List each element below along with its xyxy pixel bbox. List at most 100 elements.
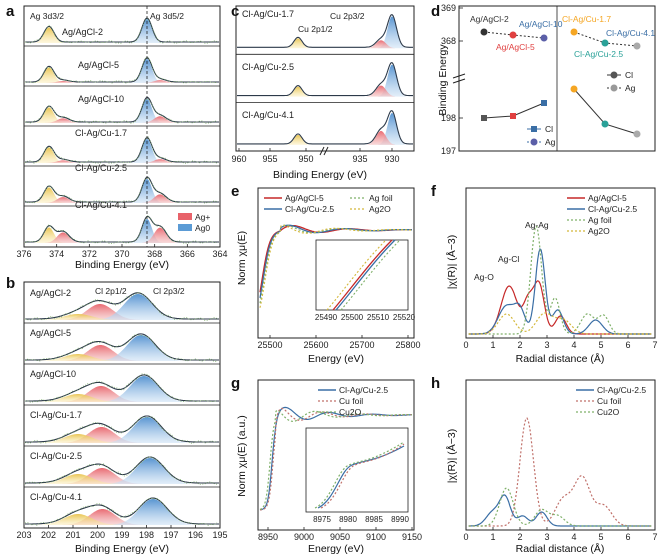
a-raw-data <box>24 98 218 124</box>
f-series-line <box>468 312 652 335</box>
a-fit-component <box>31 147 67 163</box>
d-label-agagcl2: Ag/AgCl-2 <box>470 14 509 24</box>
d-legend-left: Cl Ag <box>527 124 556 147</box>
c-fit-component <box>284 86 312 97</box>
h-series-line <box>468 494 652 527</box>
d-legend-left-ag: Ag <box>545 137 556 147</box>
d-label-agagcl10: Ag/AgCl-10 <box>519 19 563 29</box>
panel-letter-c: c <box>231 3 240 20</box>
a-fit-component <box>45 197 81 203</box>
f-tick-label: 5 <box>598 340 603 350</box>
a-sample-2: Ag/AgCl-10 <box>78 94 124 104</box>
b-sample-5: Cl-Ag/Cu-4.1 <box>30 492 82 502</box>
panel-c: Cl-Ag/Cu-1.7 Cl-Ag/Cu-2.5 Cl-Ag/Cu-4.1 C… <box>231 5 415 181</box>
e-legend-1: Cl-Ag/Cu-2.5 <box>285 204 334 214</box>
c-tick-label: 955 <box>262 154 277 164</box>
a-tick-label: 370 <box>114 249 129 259</box>
e-tick-label: 25600 <box>303 340 328 350</box>
a-tick-label: 364 <box>212 249 227 259</box>
e-series-line <box>259 225 412 308</box>
a-raw-data <box>24 18 218 44</box>
a-fit-component <box>45 232 81 243</box>
e-legend-2: Ag foil <box>369 193 393 203</box>
b-fit-component <box>38 434 118 443</box>
e-tick-label: 25500 <box>257 340 282 350</box>
c-sample-2: Cl-Ag/Cu-4.1 <box>242 110 294 120</box>
a-sample-1: Ag/AgCl-5 <box>78 60 119 70</box>
a-envelope-line <box>25 17 219 43</box>
a-fit-component <box>31 227 67 243</box>
panel-letter-f: f <box>431 183 436 200</box>
d-right-ag-point <box>601 39 609 47</box>
a-legend-ag-zero: Ag0 <box>195 223 210 233</box>
c-label-cu2p32: Cu 2p3/2 <box>330 11 365 21</box>
f-tick-label: 4 <box>571 340 576 350</box>
h-tick-label: 7 <box>652 532 657 542</box>
a-raw-data <box>24 56 218 84</box>
d-label-clagcu25: Cl-Ag/Cu-2.5 <box>574 49 623 59</box>
a-fit-component <box>45 118 81 123</box>
a-fit-component <box>142 80 178 83</box>
a-fit-component <box>31 27 67 43</box>
b-fit-component <box>38 354 118 361</box>
e-legend-0: Ag/AgCl-5 <box>285 193 324 203</box>
a-fit-component <box>31 67 67 83</box>
b-fit-component <box>110 458 190 484</box>
b-tick-label: 197 <box>163 530 178 540</box>
e-inset-tick-label: 25490 <box>315 313 338 322</box>
d-left-cl-point <box>541 100 547 106</box>
g-legend-2: Cu2O <box>339 407 362 417</box>
b-fit-component <box>107 417 187 443</box>
h-series-line <box>468 417 652 527</box>
c-xlabel: Binding Energy (eV) <box>273 169 367 181</box>
b-envelope-line <box>25 292 219 320</box>
panel-letter-g: g <box>231 375 241 392</box>
g-legend-1: Cu foil <box>339 396 363 406</box>
h-tick-label: 4 <box>571 532 576 542</box>
c-axis-break <box>319 146 329 156</box>
b-envelope-line <box>25 456 219 484</box>
a-sample-4: Cl-Ag/Cu-2.5 <box>75 163 127 173</box>
panel-letter-b: b <box>6 275 16 292</box>
h-tick-label: 3 <box>544 532 549 542</box>
e-ylabel: Norm χμ(E) <box>236 231 248 285</box>
d-axis-break <box>452 73 466 84</box>
a-raw-data <box>24 176 218 204</box>
g-tick-label: 9000 <box>294 532 314 542</box>
panel-d: 369 368 198 197 Binding Energy Ag/AgCl-2 Ag… <box>437 3 656 156</box>
d-legend-left-cl: Cl <box>545 124 553 134</box>
g-ylabel: Norm χμ(E) (a.u.) <box>236 415 248 497</box>
c-fit-component <box>284 134 312 145</box>
d-right-cl-point <box>601 120 609 128</box>
c-tick-label: 960 <box>231 154 246 164</box>
d-label-clagcu41: Cl-Ag/Cu-4.1 <box>606 28 655 38</box>
b-fit-component <box>101 335 181 361</box>
h-xlabel: Radial distance (Å) <box>516 542 605 555</box>
g-inset-tick-label: 8985 <box>365 515 383 524</box>
a-sample-3: Cl-Ag/Cu-1.7 <box>75 128 127 138</box>
a-fit-component <box>142 227 178 243</box>
h-tick-label: 5 <box>598 532 603 542</box>
g-series-line <box>259 410 413 510</box>
b-fit-component <box>38 314 118 320</box>
h-tick-label: 2 <box>517 532 522 542</box>
b-sample-4: Cl-Ag/Cu-2.5 <box>30 451 82 461</box>
d-right-ag-point <box>570 28 578 36</box>
panel-e: Norm χμ(E) Ag/AgCl-5 Cl-Ag/Cu-2.5 Ag foi… <box>236 187 421 365</box>
b-label-cl2p12: Cl 2p1/2 <box>95 286 127 296</box>
f-annot-agag: Ag-Ag <box>525 220 549 230</box>
b-label-cl2p32: Cl 2p3/2 <box>153 286 185 296</box>
b-fit-component <box>98 294 178 320</box>
e-xlabel: Energy (eV) <box>308 353 364 365</box>
legend-swatch-ag-zero <box>178 224 192 231</box>
b-raw-data <box>24 373 218 403</box>
d-tick-label: 369 <box>441 3 456 13</box>
a-fit-component <box>45 81 81 83</box>
g-tick-label: 8950 <box>258 532 278 542</box>
d-legend-right-cl: Cl <box>625 70 633 80</box>
c-envelope-line <box>237 110 413 145</box>
d-ylabel: Binding Energy <box>437 44 449 116</box>
c-tick-label: 950 <box>298 154 313 164</box>
g-legend: Cl-Ag/Cu-2.5 Cu foil Cu2O <box>318 385 388 417</box>
f-tick-label: 6 <box>625 340 630 350</box>
